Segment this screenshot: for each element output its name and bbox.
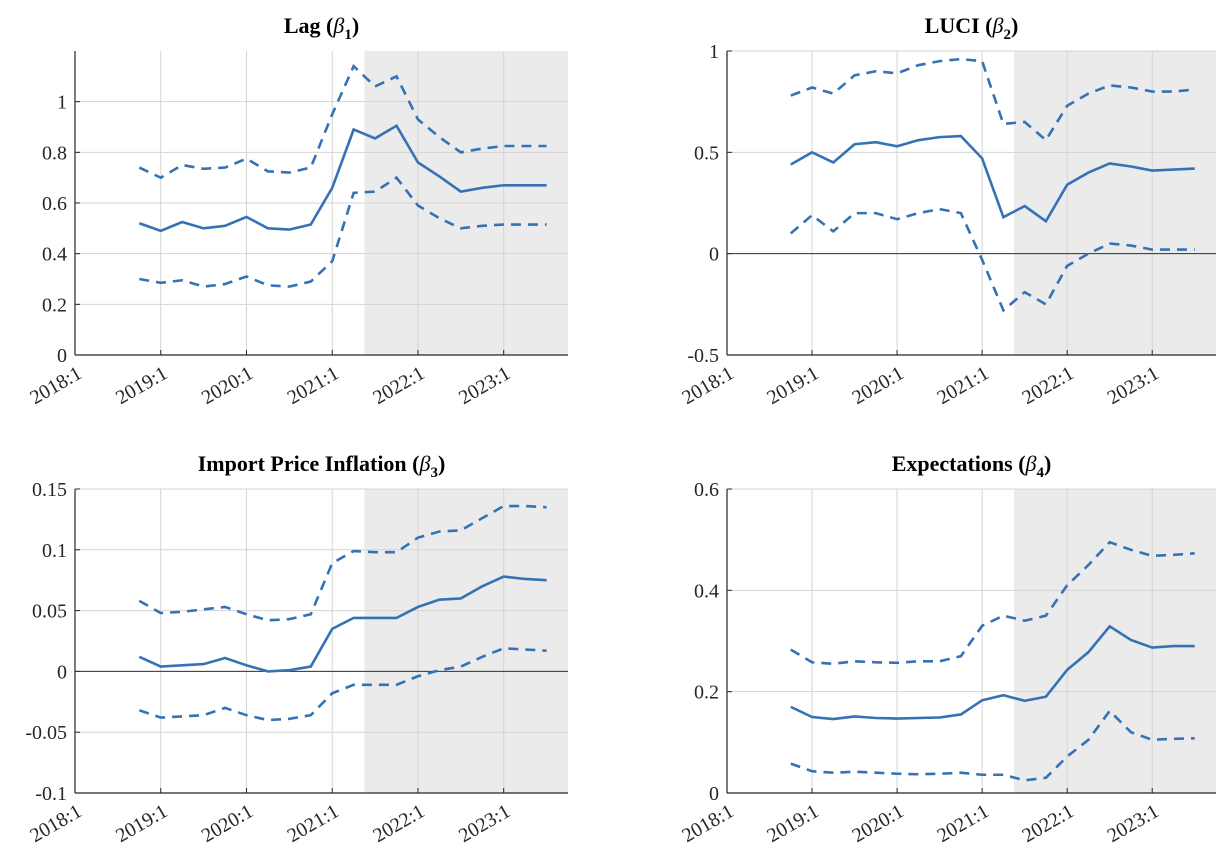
y-tick-label: 1 [57,92,67,114]
y-tick-label: 0.2 [694,682,719,704]
subplot: 2018:1 2019:1 2020:1 2021:1 2022:1 2023:1 0 0.2… [678,451,1216,847]
estimate-line [138,575,547,673]
chart-title: LUCI (β2) [925,13,1019,43]
subplot: 2018:1 2019:1 2020:1 2021:1 2022:1 2023:1 -0.5… [678,13,1216,409]
band-line [790,540,1195,666]
title-text: ) [1011,13,1018,38]
x-tick-label: 2022:1 [369,800,428,847]
title-text: ) [352,13,359,38]
x-tick-label: 2018:1 [26,800,85,847]
x-tick-label: 2020:1 [848,800,907,847]
title-text: Import Price Inflation ( [198,451,420,476]
subplot: 2018:1 2019:1 2020:1 2021:1 2022:1 2023:1 -0.1… [25,451,568,847]
x-tick-label: 2021:1 [934,362,993,409]
title-symbol: β [992,13,1004,38]
x-tick-label: 2019:1 [763,800,822,847]
band-line [138,504,547,622]
estimate-line [790,134,1195,224]
y-tick-label: 0 [57,345,67,367]
title-text: Expectations ( [892,451,1026,476]
y-tick-label: 0.5 [694,142,719,164]
x-tick-label: 2021:1 [284,362,343,409]
y-tick-label: -0.05 [25,722,67,744]
y-tick-label: 0.05 [32,601,67,623]
title-text: Lag ( [284,13,334,38]
chart-title: Expectations (β4) [892,451,1052,481]
x-tick-label: 2022:1 [369,362,428,409]
y-tick-label: -0.5 [687,345,719,367]
title-symbol: β [419,451,431,476]
x-tick-label: 2018:1 [678,800,737,847]
y-tick-label: 0 [57,661,67,683]
y-tick-label: 0 [709,244,719,266]
shaded-region [1014,489,1216,793]
title-text: LUCI ( [925,13,993,38]
x-tick-label: 2019:1 [112,362,171,409]
title-subscript: 3 [430,465,438,481]
title-symbol: β [1025,451,1037,476]
estimate-line [790,624,1195,721]
x-tick-label: 2022:1 [1019,800,1078,847]
shaded-region [364,489,568,793]
x-tick-label: 2018:1 [678,362,737,409]
band-line [789,207,1195,313]
title-subscript: 2 [1003,27,1011,43]
x-tick-label: 2019:1 [112,800,171,847]
shaded-region [1014,51,1216,355]
band-line [138,63,547,180]
y-tick-label: 0.4 [42,244,67,266]
y-tick-label: 0.4 [694,580,719,602]
y-tick-label: 0.2 [42,294,67,316]
x-tick-label: 2023:1 [455,800,514,847]
y-tick-label: 0.6 [694,479,719,501]
band-line [790,57,1195,143]
x-tick-label: 2022:1 [1019,362,1078,409]
chart-title: Lag (β1) [284,13,359,43]
subplot: 2018:1 2019:1 2020:1 2021:1 2022:1 2023:1 0 0.2… [26,13,568,409]
estimate-line [138,123,547,233]
title-text: ) [438,451,445,476]
x-tick-label: 2020:1 [848,362,907,409]
x-tick-label: 2021:1 [284,800,343,847]
band-line [139,175,547,288]
y-tick-label: 0.6 [42,193,67,215]
y-tick-label: -0.1 [35,783,67,805]
band-line [138,646,547,722]
y-tick-label: 1 [709,41,719,63]
x-tick-label: 2019:1 [763,362,822,409]
x-tick-label: 2020:1 [198,362,257,409]
title-subscript: 1 [344,27,352,43]
x-tick-label: 2023:1 [455,362,514,409]
y-tick-label: 0.8 [42,142,67,164]
x-tick-label: 2023:1 [1104,800,1163,847]
y-tick-label: 0 [709,783,719,805]
title-symbol: β [332,13,344,38]
x-tick-label: 2020:1 [198,800,257,847]
title-subscript: 4 [1036,465,1044,481]
title-text: ) [1044,451,1051,476]
band-line [790,708,1195,782]
x-tick-label: 2023:1 [1104,362,1163,409]
y-tick-label: 0.15 [32,479,67,501]
x-tick-label: 2018:1 [26,362,85,409]
chart-title: Import Price Inflation (β3) [198,451,446,481]
y-tick-label: 0.1 [42,540,67,562]
x-tick-label: 2021:1 [934,800,993,847]
